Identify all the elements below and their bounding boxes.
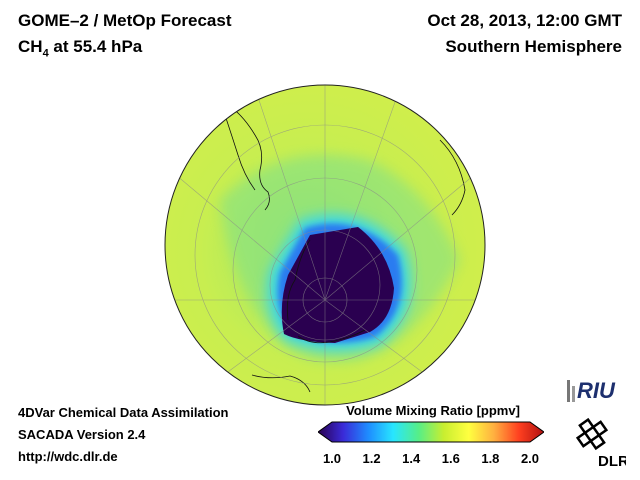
globe-map [164, 84, 486, 406]
product-title: GOME–2 / MetOp Forecast [18, 11, 232, 30]
credit-line-2: SACADA Version 2.4 [18, 427, 146, 442]
datetime-label: Oct 28, 2013, 12:00 GMT [427, 11, 622, 30]
species-title: CH4 at 55.4 hPa [18, 36, 232, 64]
colorbar-bar [318, 421, 544, 443]
colorbar [318, 421, 544, 443]
africa-coastline [439, 139, 466, 216]
species-subscript: 4 [42, 47, 49, 60]
riu-logo-text: RIU [577, 378, 616, 403]
colorbar-title: Volume Mixing Ratio [ppmv] [346, 403, 520, 418]
credits: 4DVar Chemical Data Assimilation SACADA … [18, 402, 229, 468]
credit-line-3: http://wdc.dlr.de [18, 449, 118, 464]
dlr-logo: DLR [575, 417, 626, 470]
colorbar-tick-label: 1.6 [441, 451, 460, 466]
globe-outline [164, 84, 486, 406]
australia-coastline [251, 374, 311, 393]
pressure-level: at 55.4 hPa [48, 37, 143, 56]
credit-line-1: 4DVar Chemical Data Assimilation [18, 405, 229, 420]
title-right: Oct 28, 2013, 12:00 GMT Southern Hemisph… [427, 10, 622, 62]
polar-vortex-core [281, 227, 394, 343]
colorbar-tick-label: 2.0 [520, 451, 540, 466]
graticule [165, 85, 485, 405]
title-left: GOME–2 / MetOp Forecast CH4 at 55.4 hPa [18, 10, 232, 68]
colorbar-tick-label: 1.8 [481, 451, 500, 466]
riu-logo: RIU [567, 378, 616, 403]
colorbar-tick-label: 1.4 [402, 451, 421, 466]
region-label: Southern Hemisphere [445, 37, 622, 56]
colorbar-tick-label: 1.2 [362, 451, 381, 466]
dlr-logo-text: DLR [598, 453, 626, 470]
colorbar-tick-label: 1.0 [322, 451, 342, 466]
species-name: CH [18, 37, 43, 56]
antarctica-coastline [286, 239, 366, 344]
